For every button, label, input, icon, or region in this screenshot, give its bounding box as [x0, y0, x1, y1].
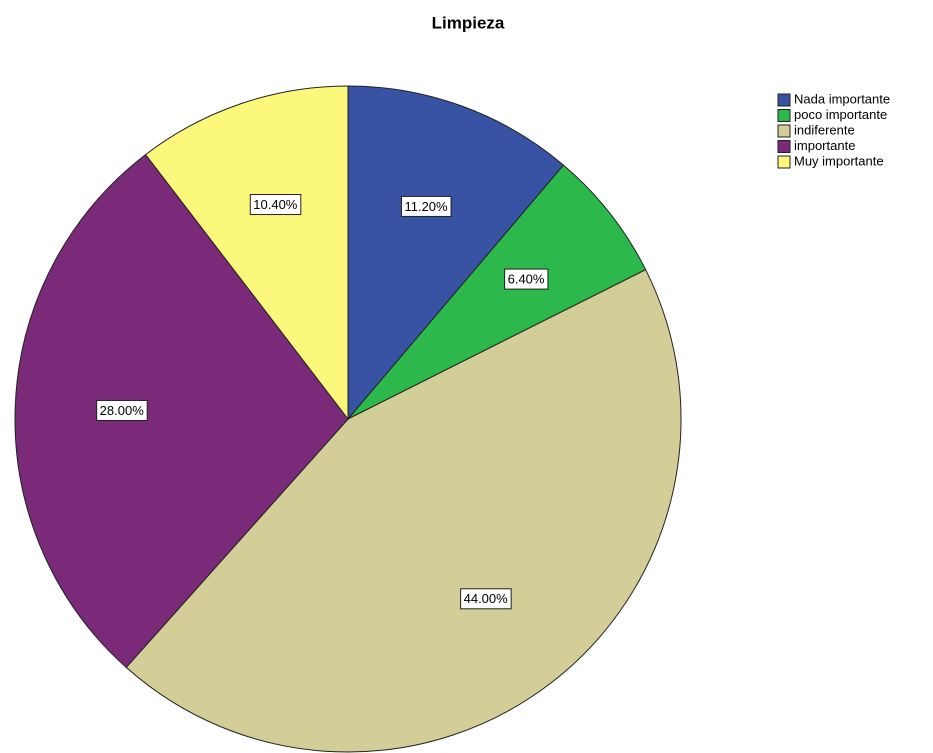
value-label-box	[504, 268, 549, 290]
value-label-box	[460, 588, 512, 610]
value-label-box	[96, 399, 148, 421]
legend-label: poco importante	[794, 107, 887, 122]
value-label: 11.20%	[404, 199, 448, 214]
pie	[14, 85, 682, 753]
legend-label: Nada importante	[794, 91, 890, 106]
pie-slice	[347, 164, 647, 420]
legend-swatch	[777, 93, 791, 107]
legend-swatch	[777, 124, 791, 138]
pie-slice	[347, 85, 565, 421]
legend-swatch	[777, 155, 791, 169]
value-label: 10.40%	[253, 197, 298, 212]
legend-swatch	[777, 140, 791, 153]
legend-label: indiferente	[794, 122, 855, 137]
value-label: 28.00%	[100, 403, 145, 418]
legend-swatch	[777, 109, 791, 122]
pie-slice	[144, 85, 349, 421]
legend-label: importante	[794, 138, 855, 153]
value-labels: 11.20% 6.40% 44.00% 28.00% 10.40%	[96, 194, 549, 610]
value-label: 6.40%	[508, 272, 545, 287]
value-label-box	[400, 195, 452, 217]
pie-slice	[125, 269, 682, 753]
chart-title: Limpieza	[432, 13, 505, 32]
value-label-box	[249, 194, 302, 216]
legend-label: Muy importante	[794, 153, 884, 168]
value-label: 44.00%	[464, 591, 509, 606]
pie-slice	[14, 153, 349, 669]
